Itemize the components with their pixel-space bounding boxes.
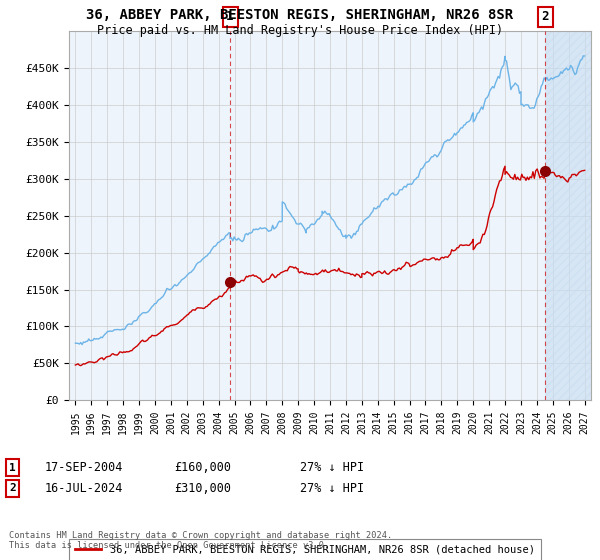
- Text: 2: 2: [9, 483, 16, 493]
- Text: 27% ↓ HPI: 27% ↓ HPI: [300, 482, 364, 495]
- Text: 1: 1: [226, 11, 234, 24]
- Text: 2: 2: [542, 11, 549, 24]
- Text: Price paid vs. HM Land Registry's House Price Index (HPI): Price paid vs. HM Land Registry's House …: [97, 24, 503, 36]
- Text: £160,000: £160,000: [174, 461, 231, 474]
- Text: Contains HM Land Registry data © Crown copyright and database right 2024.
This d: Contains HM Land Registry data © Crown c…: [9, 530, 392, 550]
- Legend: 36, ABBEY PARK, BEESTON REGIS, SHERINGHAM, NR26 8SR (detached house), HPI: Avera: 36, ABBEY PARK, BEESTON REGIS, SHERINGHA…: [69, 539, 541, 560]
- Text: 17-SEP-2004: 17-SEP-2004: [45, 461, 124, 474]
- Text: 1: 1: [9, 463, 16, 473]
- Text: £310,000: £310,000: [174, 482, 231, 495]
- Text: 36, ABBEY PARK, BEESTON REGIS, SHERINGHAM, NR26 8SR: 36, ABBEY PARK, BEESTON REGIS, SHERINGHA…: [86, 8, 514, 22]
- Text: 27% ↓ HPI: 27% ↓ HPI: [300, 461, 364, 474]
- Text: 16-JUL-2024: 16-JUL-2024: [45, 482, 124, 495]
